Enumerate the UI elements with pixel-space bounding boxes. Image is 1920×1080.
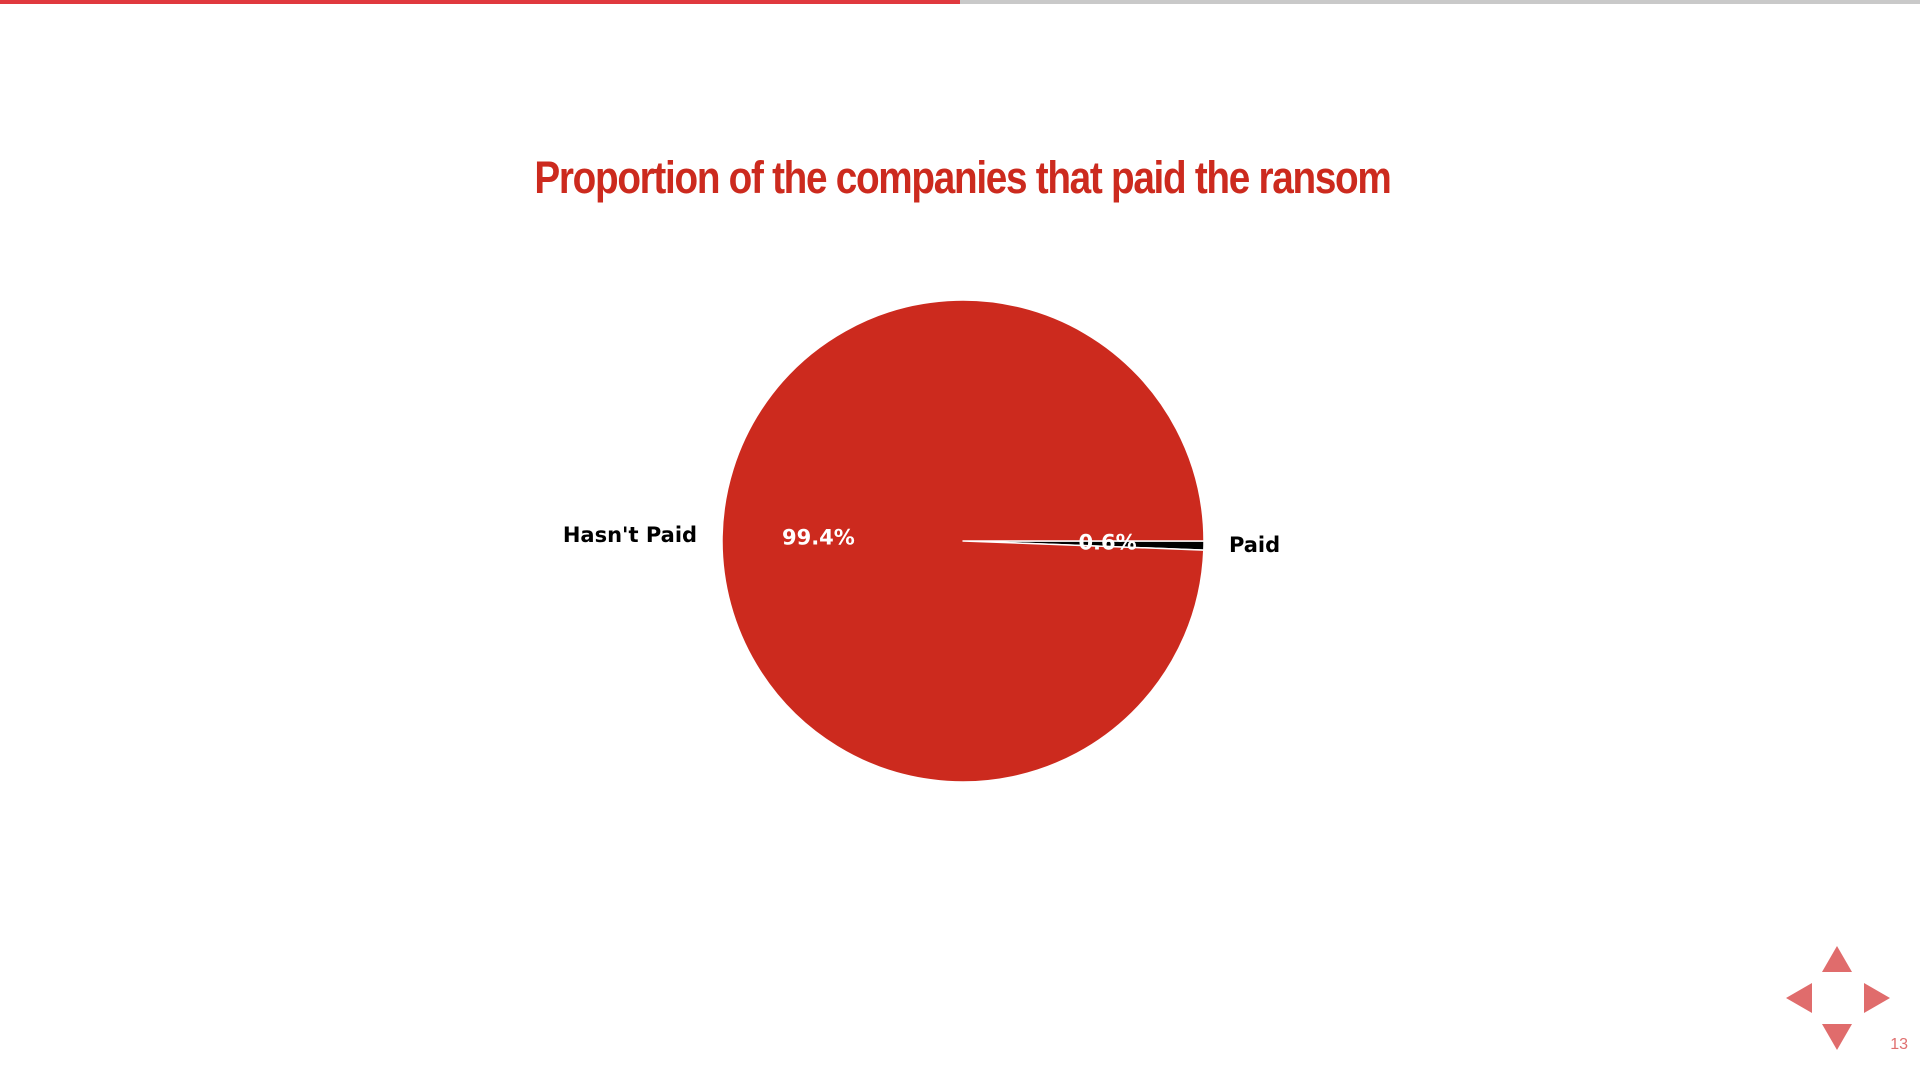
progress-bar-fill — [0, 0, 960, 4]
pie-labels: Paid 0.6% Hasn't Paid 99.4% — [563, 523, 1280, 557]
pie-label-paid: Paid — [1229, 533, 1280, 557]
progress-bar — [0, 0, 1920, 4]
triangle-down-icon[interactable] — [1822, 1024, 1852, 1050]
pie-slices — [721, 299, 1205, 783]
triangle-right-icon[interactable] — [1864, 983, 1890, 1013]
triangle-up-icon[interactable] — [1822, 946, 1852, 972]
slide-number: 13 — [1890, 1036, 1908, 1053]
chart-title: Proportion of the companies that paid th… — [534, 152, 1392, 203]
pie-slice-hasn-t-paid — [721, 299, 1205, 783]
pie-percent-label: 99.4% — [782, 525, 855, 549]
pie-label-hasn-t-paid: Hasn't Paid — [563, 523, 697, 547]
pie-percent-label: 0.6% — [1078, 531, 1136, 555]
triangle-left-icon[interactable] — [1786, 983, 1812, 1013]
slide-navigation-controls — [1780, 940, 1900, 1060]
